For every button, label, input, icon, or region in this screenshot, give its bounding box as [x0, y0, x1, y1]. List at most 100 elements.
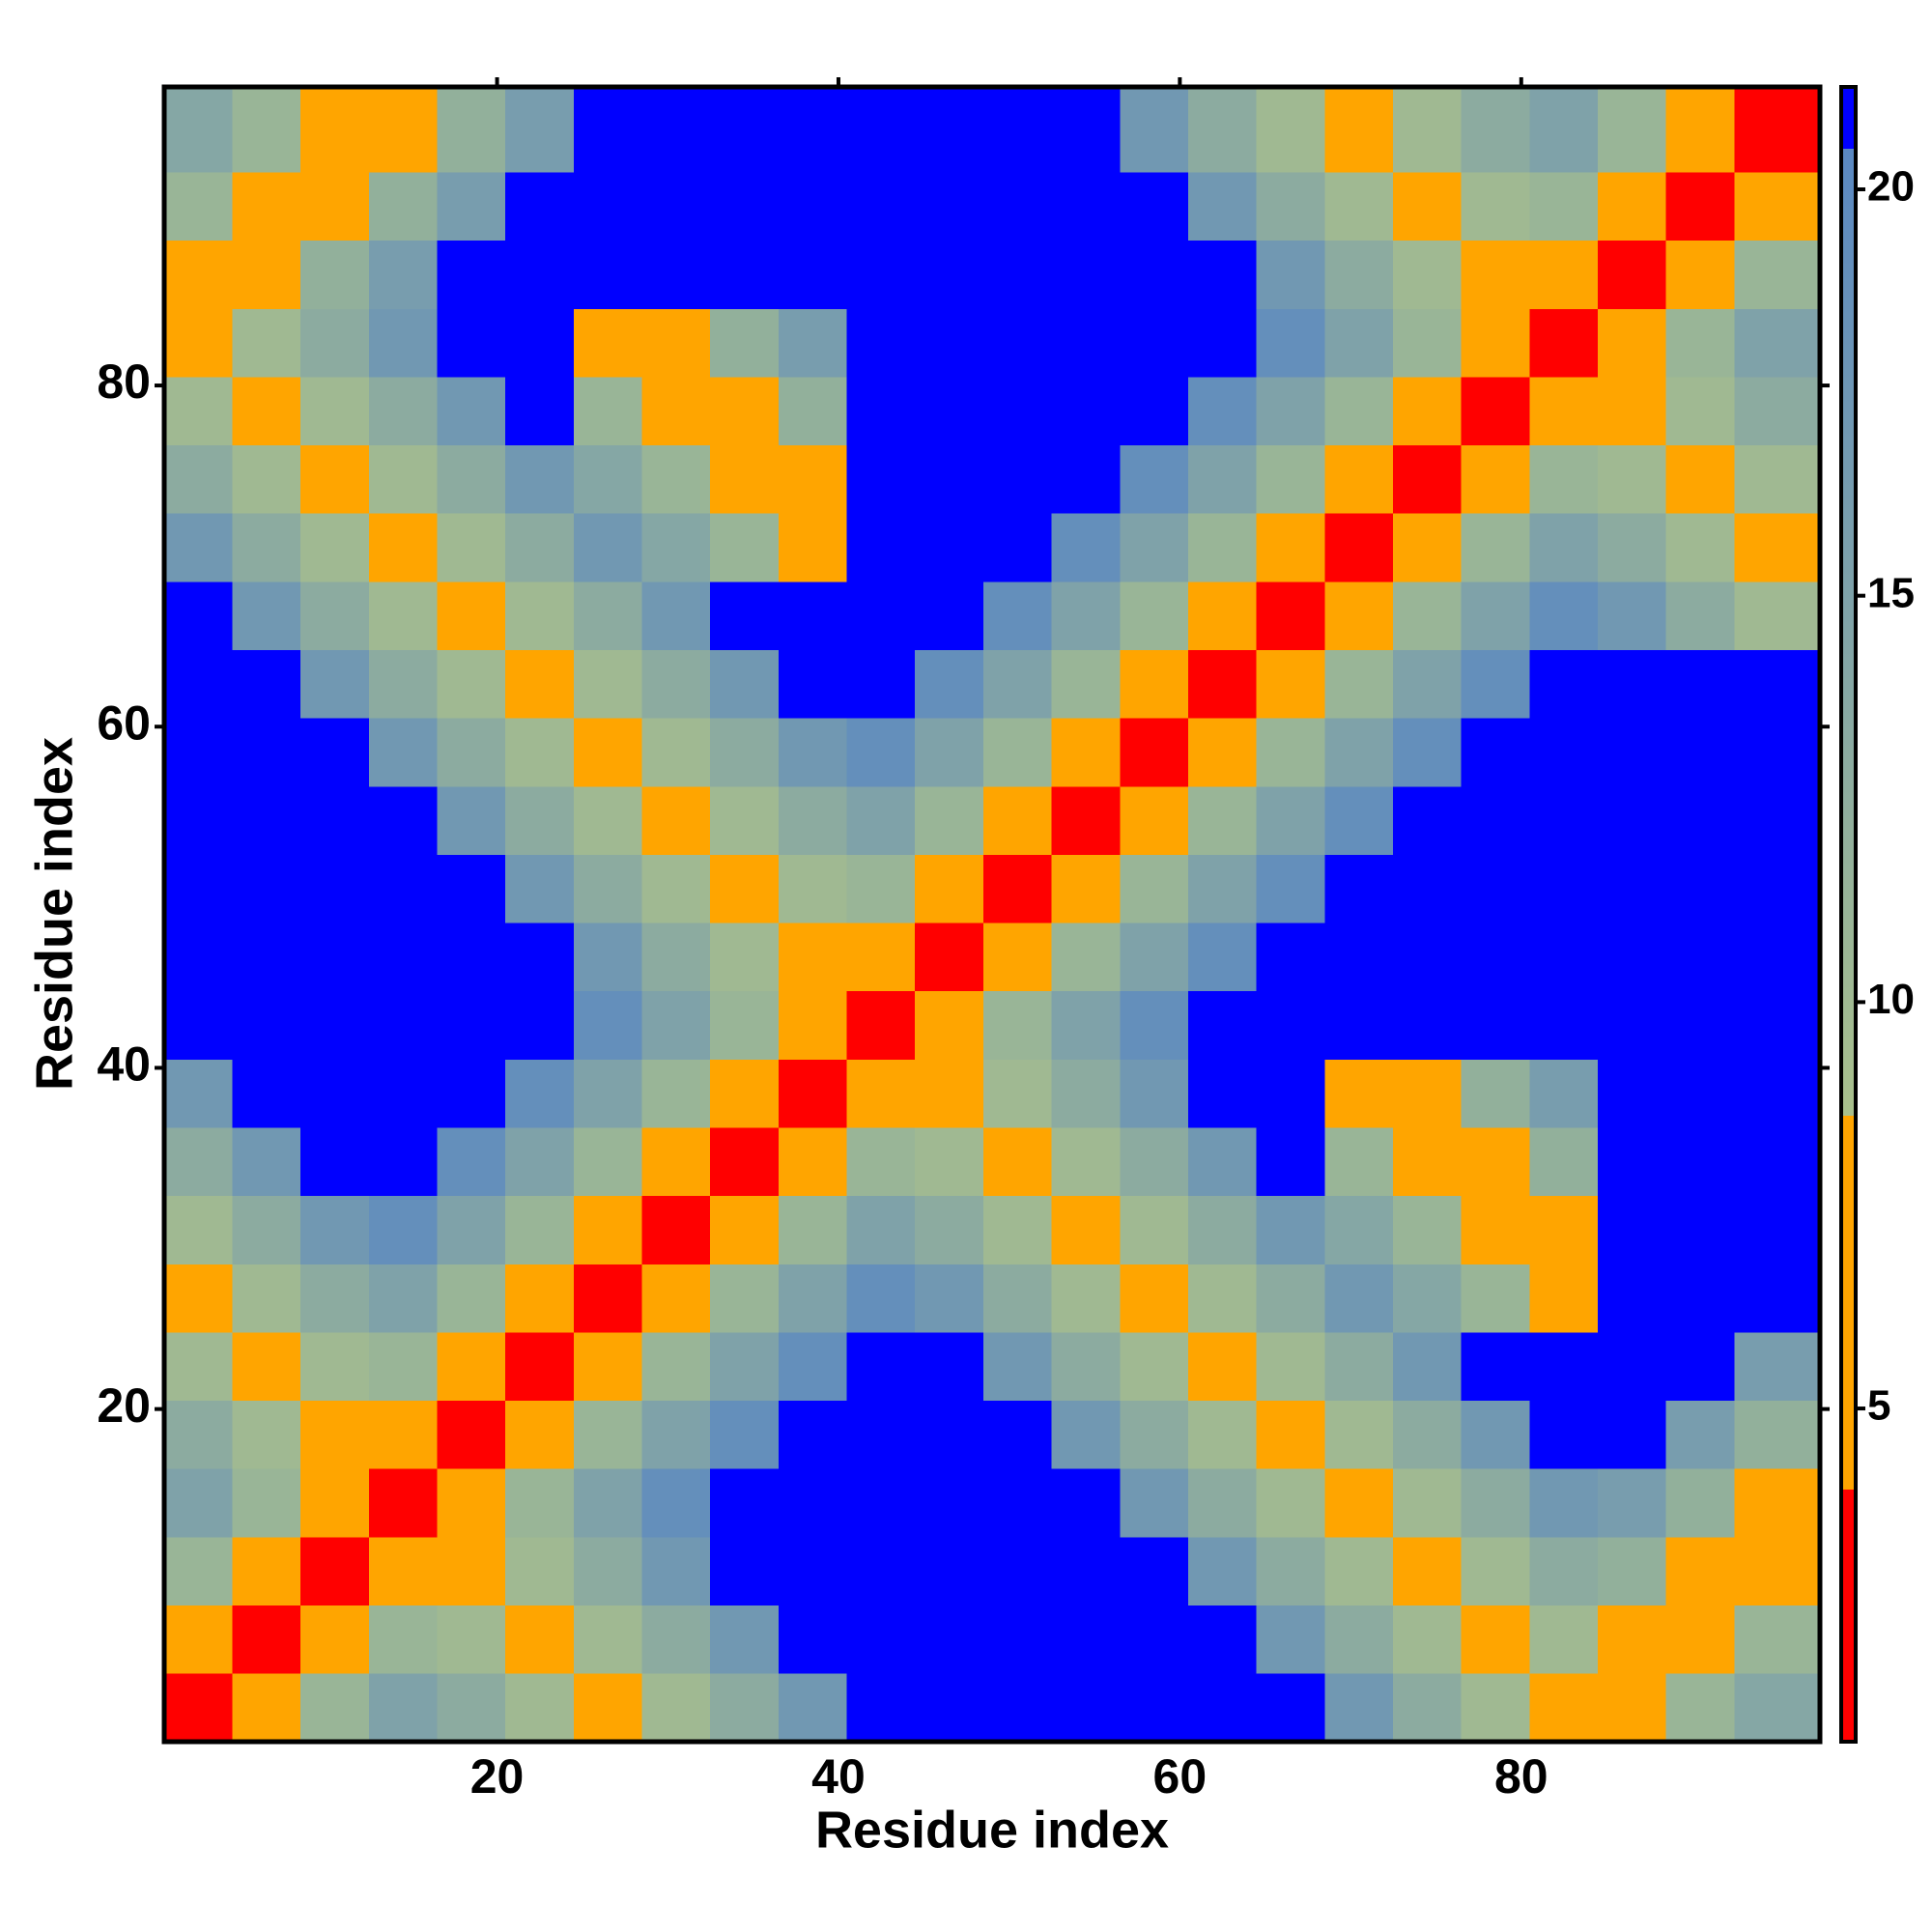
heatmap-cell	[915, 1126, 984, 1197]
heatmap-cell	[1598, 854, 1667, 923]
heatmap-cell	[846, 1126, 916, 1197]
heatmap-cell	[232, 1536, 301, 1605]
heatmap-cell	[1461, 1331, 1530, 1402]
heatmap-cell	[778, 923, 848, 992]
heatmap-cell	[368, 1468, 438, 1538]
heatmap-cell	[710, 1264, 780, 1333]
heatmap-cell	[1051, 240, 1121, 309]
heatmap-cell	[846, 1264, 916, 1333]
heatmap-cell	[982, 240, 1053, 309]
heatmap-cell	[232, 240, 301, 309]
heatmap-cell	[1256, 785, 1325, 855]
heatmap-cell	[710, 444, 780, 514]
heatmap-cell	[1256, 1673, 1325, 1743]
heatmap-cell	[232, 785, 301, 855]
heatmap-cell	[1187, 1195, 1258, 1264]
heatmap-cell	[505, 1468, 575, 1538]
heatmap-cell	[1734, 1605, 1821, 1674]
heatmap-cell	[982, 1605, 1053, 1674]
heatmap-cell	[1392, 718, 1463, 787]
heatmap-cell	[368, 923, 438, 992]
heatmap-cell	[437, 513, 506, 582]
heatmap-cell	[710, 86, 780, 173]
heatmap-cell	[1051, 990, 1121, 1060]
heatmap-cell	[915, 1331, 984, 1402]
heatmap-cell	[846, 1673, 916, 1743]
heatmap-cell	[163, 1605, 233, 1674]
heatmap-cell	[300, 1331, 370, 1402]
heatmap-cell	[1256, 1536, 1325, 1605]
heatmap-cell	[915, 718, 984, 787]
heatmap-cell	[573, 854, 643, 923]
heatmap-cell	[1665, 923, 1735, 992]
heatmap-cell	[505, 649, 575, 719]
heatmap-cell	[1665, 1400, 1735, 1469]
x-tick-label: 60	[1153, 1749, 1208, 1804]
heatmap-cell	[437, 1468, 506, 1538]
heatmap-cell	[1529, 1400, 1599, 1469]
heatmap-cell	[232, 1605, 301, 1674]
heatmap-cell	[163, 785, 233, 855]
heatmap-cell	[778, 172, 848, 242]
heatmap-cell	[778, 376, 848, 446]
heatmap-cell	[1120, 1673, 1189, 1743]
heatmap-cell	[1461, 172, 1530, 242]
heatmap-cell	[1256, 990, 1325, 1060]
heatmap-cell	[982, 785, 1053, 855]
heatmap-cell	[300, 854, 370, 923]
heatmap-cell	[163, 1195, 233, 1264]
heatmap-cell	[1256, 308, 1325, 378]
heatmap-cell	[437, 581, 506, 651]
heatmap-cell	[641, 854, 711, 923]
heatmap-cell	[1461, 1468, 1530, 1538]
heatmap-cell	[368, 785, 438, 855]
heatmap-cell	[641, 1195, 711, 1264]
heatmap-cell	[1461, 513, 1530, 582]
heatmap-cell	[1598, 1126, 1667, 1197]
heatmap-cell	[232, 513, 301, 582]
heatmap-cell	[1598, 649, 1667, 719]
heatmap-cell	[1051, 1059, 1121, 1128]
heatmap-cell	[778, 854, 848, 923]
heatmap-cell	[505, 785, 575, 855]
heatmap-cell	[1392, 785, 1463, 855]
heatmap-cell	[1187, 1059, 1258, 1128]
heatmap-cell	[1665, 718, 1735, 787]
heatmap-cell	[1256, 1264, 1325, 1333]
heatmap-cell	[915, 1400, 984, 1469]
y-tick-label: 80	[97, 355, 151, 409]
heatmap-cell	[300, 649, 370, 719]
heatmap-cell	[1187, 1673, 1258, 1743]
heatmap-cell	[368, 1536, 438, 1605]
heatmap-cell	[1324, 172, 1394, 242]
heatmap-cell	[710, 513, 780, 582]
heatmap-cell	[163, 1264, 233, 1333]
heatmap-cell	[846, 1059, 916, 1128]
heatmap-cell	[1051, 1195, 1121, 1264]
heatmap-cell	[710, 1673, 780, 1743]
heatmap-cell	[1392, 240, 1463, 309]
heatmap-cell	[573, 785, 643, 855]
heatmap-cell	[1665, 649, 1735, 719]
heatmap-cell	[641, 1264, 711, 1333]
heatmap-cell	[437, 1605, 506, 1674]
heatmap-cell	[1461, 1673, 1530, 1743]
colorbar-tick-label: 15	[1867, 569, 1915, 616]
heatmap-cell	[1598, 240, 1667, 309]
heatmap-cell	[437, 1126, 506, 1197]
heatmap-cell	[710, 1605, 780, 1674]
heatmap-cell	[1598, 1673, 1667, 1743]
heatmap-cell	[437, 854, 506, 923]
heatmap-cell	[1529, 1605, 1599, 1674]
heatmap-cell	[1051, 86, 1121, 173]
heatmap-cell	[1120, 649, 1189, 719]
heatmap-cell	[1734, 1536, 1821, 1605]
heatmap-cell	[505, 1331, 575, 1402]
heatmap-cell	[1256, 1331, 1325, 1402]
heatmap-cell	[1529, 1195, 1599, 1264]
heatmap-cell	[300, 1400, 370, 1469]
heatmap-cell	[915, 649, 984, 719]
heatmap-cell	[1461, 649, 1530, 719]
heatmap-cell	[437, 444, 506, 514]
heatmap-cell	[1324, 1673, 1394, 1743]
